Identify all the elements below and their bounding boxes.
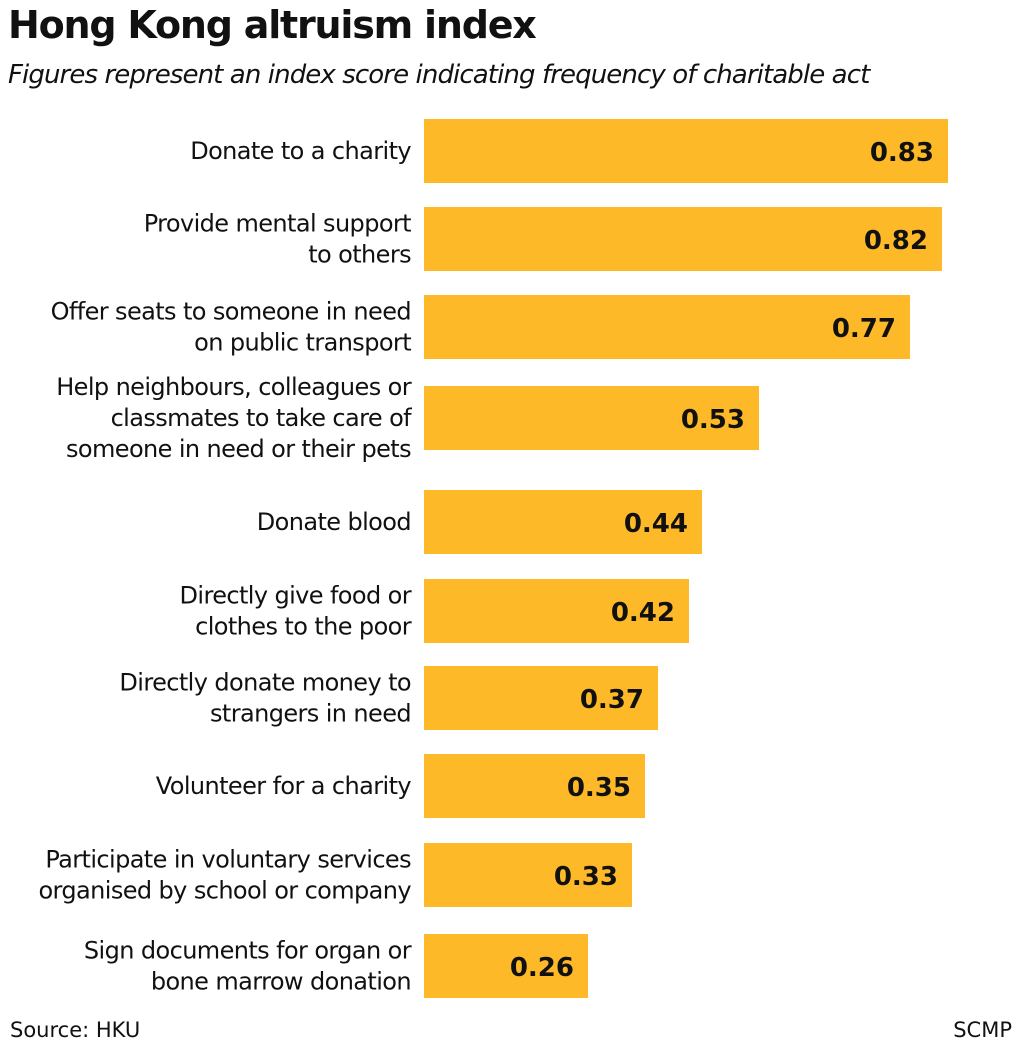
source-note: Source: HKU — [10, 1018, 141, 1042]
bar-10 — [424, 934, 588, 998]
category-label-line: Donate blood — [257, 508, 411, 536]
bar-value-label: 0.82 — [864, 226, 928, 256]
bar-5 — [424, 490, 702, 554]
bar-8 — [424, 754, 645, 818]
bar-value-label: 0.33 — [554, 862, 618, 892]
category-label-line: Directly give food or — [180, 582, 412, 610]
bar-7 — [424, 666, 658, 730]
category-label-line: on public transport — [194, 329, 411, 357]
bar-6 — [424, 579, 689, 643]
bar-value-label: 0.77 — [832, 314, 896, 344]
bar-value-label: 0.42 — [611, 598, 675, 628]
category-label: Help neighbours, colleagues or classmates… — [56, 373, 412, 463]
category-label-line: to others — [308, 241, 411, 269]
category-label-line: Offer seats to someone in need — [51, 298, 411, 326]
bar-value-label: 0.53 — [681, 405, 745, 435]
category-label: Sign documents for organ or bone marrow d… — [84, 937, 412, 996]
category-label-line: Help neighbours, colleagues or — [56, 373, 412, 401]
category-label: Donate to a charity — [190, 137, 411, 165]
category-label: Donate blood — [257, 508, 411, 536]
bar-value-label: 0.83 — [870, 138, 934, 168]
bar-3 — [424, 295, 910, 359]
bar-9 — [424, 843, 632, 907]
bar-value-label: 0.35 — [567, 773, 631, 803]
category-label: Directly donate money to strangers in nee… — [119, 669, 411, 728]
category-label-line: strangers in need — [210, 700, 411, 728]
category-label-line: organised by school or company — [38, 877, 411, 905]
category-label-line: Volunteer for a charity — [156, 772, 412, 800]
category-label: Provide mental support to others — [144, 210, 411, 269]
category-label-line: Donate to a charity — [190, 137, 411, 165]
chart-title: Hong Kong altruism index — [8, 3, 537, 47]
category-label-line: bone marrow donation — [151, 968, 411, 996]
bar-1 — [424, 119, 948, 183]
category-label: Offer seats to someone in need on public … — [51, 298, 412, 357]
category-label: Participate in voluntary services organis… — [38, 846, 411, 905]
category-label: Directly give food or clothes to the poor — [180, 582, 412, 641]
category-label: Volunteer for a charity — [156, 772, 412, 800]
category-label-line: someone in need or their pets — [66, 435, 411, 463]
category-label-line: Participate in voluntary services — [45, 846, 411, 874]
bar-4 — [424, 386, 759, 450]
category-label-line: classmates to take care of — [111, 404, 413, 432]
category-label-line: Sign documents for organ or — [84, 937, 412, 965]
bar-value-label: 0.37 — [580, 685, 644, 715]
bar-value-label: 0.26 — [510, 953, 574, 983]
category-label-line: clothes to the poor — [195, 613, 412, 641]
chart-subtitle: Figures represent an index score indicat… — [8, 60, 870, 90]
category-label-line: Provide mental support — [144, 210, 411, 238]
bar-value-label: 0.44 — [624, 509, 688, 539]
credit-note: SCMP — [953, 1018, 1012, 1042]
bar-2 — [424, 207, 942, 271]
category-label-line: Directly donate money to — [119, 669, 411, 697]
